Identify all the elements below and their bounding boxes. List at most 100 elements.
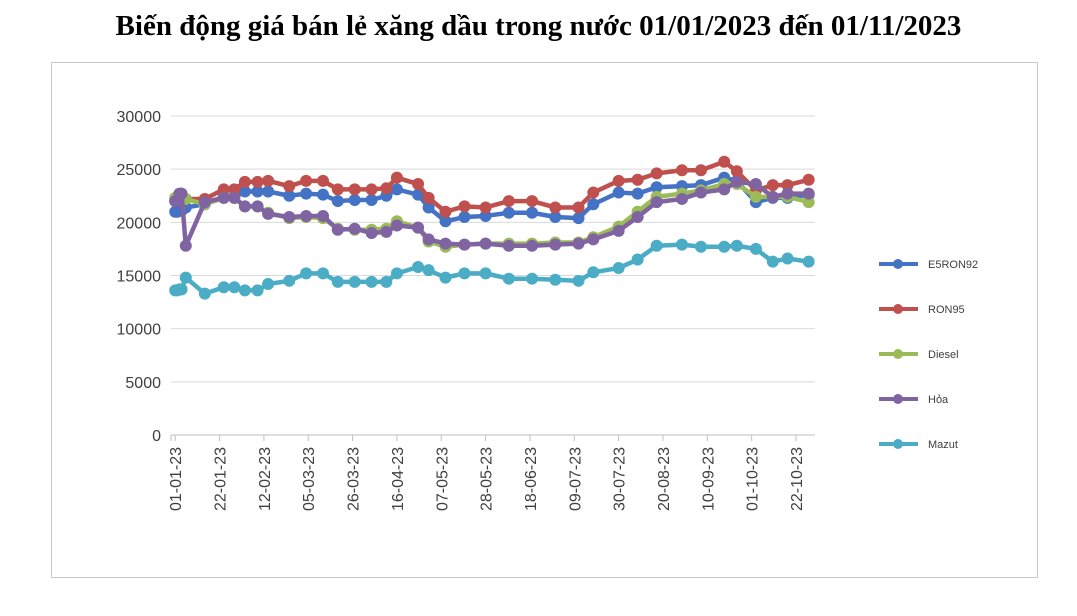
x-tick-label: 07-05-23 <box>434 447 451 511</box>
y-tick-label: 0 <box>152 428 161 445</box>
data-point <box>198 287 211 300</box>
data-point <box>549 211 562 224</box>
data-point <box>802 173 815 186</box>
data-point <box>766 179 779 192</box>
data-point <box>749 190 762 203</box>
y-tick-label: 15000 <box>117 269 162 286</box>
data-point <box>422 233 435 246</box>
data-point <box>479 237 492 250</box>
data-point <box>439 215 452 228</box>
series-group <box>169 155 815 300</box>
data-point <box>631 187 644 200</box>
data-point <box>781 179 794 192</box>
x-tick-label: 09-07-23 <box>567 447 584 511</box>
data-point <box>348 183 361 196</box>
series-mazut <box>169 238 815 300</box>
data-point <box>283 180 296 193</box>
data-point <box>572 212 585 225</box>
data-point <box>526 206 539 219</box>
data-point <box>572 201 585 214</box>
y-tick-labels: 0 5000 10000 15000 20000 25000 30000 <box>117 109 162 445</box>
data-point <box>572 237 585 250</box>
data-point <box>612 224 625 237</box>
data-point <box>228 281 241 294</box>
data-point <box>766 190 779 203</box>
data-point <box>365 183 378 196</box>
data-point <box>251 185 264 198</box>
data-point <box>348 222 361 235</box>
data-point <box>262 185 275 198</box>
data-point <box>390 183 403 196</box>
data-point <box>283 274 296 287</box>
y-tick-label: 5000 <box>125 375 161 392</box>
data-point <box>675 164 688 177</box>
data-point <box>458 267 471 280</box>
data-point <box>439 271 452 284</box>
data-point <box>380 275 393 288</box>
data-point <box>317 174 330 187</box>
data-point <box>198 196 211 209</box>
data-point <box>526 239 539 252</box>
y-tick-label: 20000 <box>117 215 162 232</box>
data-point <box>380 182 393 195</box>
x-tick-label: 01-10-23 <box>745 447 762 511</box>
axes <box>170 434 815 441</box>
legend-item: RON95 <box>879 304 965 316</box>
legend-item: Mazut <box>879 439 958 451</box>
data-point <box>365 194 378 207</box>
data-point <box>694 164 707 177</box>
data-point <box>718 240 731 253</box>
data-point <box>412 178 425 191</box>
legend-item: Diesel <box>879 349 959 361</box>
data-point <box>179 239 192 252</box>
data-point <box>217 183 230 196</box>
data-point <box>694 186 707 199</box>
data-point <box>781 252 794 265</box>
data-point <box>502 272 515 285</box>
data-point <box>283 211 296 224</box>
data-point <box>730 165 743 178</box>
y-tick-label: 10000 <box>117 322 162 339</box>
data-point <box>718 183 731 196</box>
data-point <box>238 175 251 188</box>
data-point <box>730 175 743 188</box>
x-tick-label: 22-10-23 <box>789 447 806 511</box>
data-point <box>439 205 452 218</box>
x-tick-label: 10-09-23 <box>700 447 717 511</box>
data-point <box>526 272 539 285</box>
data-point <box>228 183 241 196</box>
legend-label: Mazut <box>928 439 958 451</box>
legend-label: Hỏa <box>928 394 949 406</box>
legend-swatch-marker <box>893 439 903 449</box>
legend-swatch-marker <box>893 394 903 404</box>
data-point <box>412 260 425 273</box>
data-point <box>802 187 815 200</box>
data-point <box>650 181 663 194</box>
data-point <box>317 209 330 222</box>
data-point <box>631 211 644 224</box>
data-point <box>390 267 403 280</box>
data-point <box>228 191 241 204</box>
data-point <box>694 240 707 253</box>
x-tick-labels: 01-01-23 22-01-23 12-02-23 05-03-23 26-03-23… <box>168 447 806 511</box>
data-point <box>300 209 313 222</box>
x-tick-label: 01-01-23 <box>168 447 185 511</box>
x-tick-label: 16-04-23 <box>390 447 407 511</box>
data-point <box>283 189 296 202</box>
data-point <box>412 221 425 234</box>
data-point <box>317 267 330 280</box>
y-tick-label: 30000 <box>117 109 162 126</box>
legend-swatch-marker <box>893 349 903 359</box>
data-point <box>675 238 688 251</box>
legend-label: Diesel <box>928 349 959 361</box>
data-point <box>300 267 313 280</box>
data-point <box>781 187 794 200</box>
data-point <box>380 225 393 238</box>
data-point <box>612 174 625 187</box>
legend-item: E5RON92 <box>879 259 978 271</box>
data-point <box>365 226 378 239</box>
data-point <box>300 174 313 187</box>
data-point <box>458 238 471 251</box>
data-point <box>251 200 264 213</box>
data-point <box>502 206 515 219</box>
